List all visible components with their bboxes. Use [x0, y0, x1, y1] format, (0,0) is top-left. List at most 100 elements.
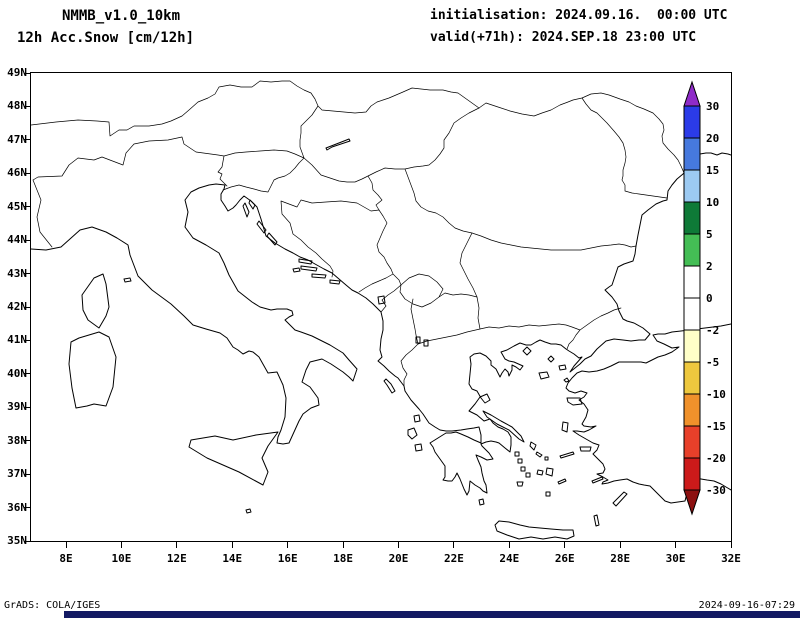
colorbar-tick-label: 0: [706, 292, 713, 305]
lat-label: 46N: [7, 166, 27, 180]
colorbar-arrow-bottom: [683, 489, 701, 516]
colorbar-segment: [683, 297, 701, 331]
coastline-europe: [31, 152, 731, 496]
colorbar-tick-label: 10: [706, 196, 719, 209]
map-svg: [31, 80, 731, 540]
colorbar-tick-label: -10: [706, 388, 726, 401]
colorbar-tick-label: -15: [706, 420, 726, 433]
lon-tick: [508, 542, 510, 548]
lon-tick: [730, 542, 732, 548]
island-sardinia: [68, 331, 117, 409]
colorbar-segment: [683, 169, 701, 203]
creation-timestamp: 2024-09-16-07:29: [698, 600, 795, 611]
bottom-navy-bar: [64, 611, 800, 618]
product-title: 12h Acc.Snow [cm/12h]: [17, 30, 195, 46]
lat-label: 48N: [7, 99, 27, 113]
lat-label: 42N: [7, 300, 27, 313]
colorbar-tick-label: -30: [706, 484, 726, 497]
island-euboea: [482, 410, 525, 443]
lat-label: 36N: [7, 500, 27, 514]
lon-label: 24E: [499, 552, 520, 565]
borders-group: [31, 80, 685, 387]
lat-tick: [24, 540, 30, 542]
lat-label: 43N: [7, 266, 27, 280]
colorbar-tick-label: -5: [706, 356, 719, 369]
colorbar-tick-label: 20: [706, 132, 719, 145]
borders-south-balkans: [400, 232, 637, 387]
lon-tick: [398, 542, 399, 548]
lon-tick: [342, 542, 344, 548]
lat-label: 35N: [7, 534, 27, 547]
lon-label: 26E: [554, 552, 575, 565]
lat-tick: [24, 239, 30, 241]
colorbar-segment: [683, 393, 701, 427]
island-corsica: [81, 273, 110, 329]
lat-tick: [24, 473, 30, 475]
islands-south-aegean: [478, 476, 628, 527]
coastline-anatolia: [565, 323, 731, 504]
lat-tick: [24, 273, 30, 275]
colorbar-segment: [683, 425, 701, 459]
colorbar-segment: [683, 361, 701, 395]
colorbar-segment: [683, 201, 701, 235]
colorbar-segment: [683, 457, 701, 491]
lat-tick: [24, 406, 30, 408]
colorbar-tick-label: 2: [706, 260, 713, 273]
borders-pannonia: [303, 107, 480, 234]
lon-label: 16E: [277, 552, 298, 565]
lon-tick: [675, 542, 677, 548]
island-crete: [494, 520, 575, 540]
lat-tick: [24, 507, 30, 509]
lat-label: 40N: [7, 366, 27, 380]
coastlines-group: [31, 152, 731, 504]
colorbar-segment: [683, 137, 701, 171]
lat-label: 45N: [7, 199, 27, 213]
lon-label: 20E: [388, 552, 409, 565]
borders-west-balkans: [280, 199, 478, 345]
islands-tyrrhenian: [123, 277, 252, 514]
grads-credit: GrADS: COLA/IGES: [4, 600, 101, 611]
lat-label: 47N: [7, 132, 27, 146]
lon-label: 14E: [222, 552, 243, 565]
lat-label: 44N: [7, 233, 27, 247]
lat-tick: [24, 172, 30, 174]
colorbar-segment: [683, 265, 701, 299]
lon-label: 30E: [665, 552, 686, 565]
lon-label: 32E: [721, 552, 741, 565]
colorbar-tick-label: -2: [706, 324, 719, 337]
valid-time-label: valid(+71h): 2024.SEP.18 23:00 UTC: [430, 30, 697, 45]
lat-tick: [24, 206, 30, 208]
lon-label: 12E: [166, 552, 187, 565]
lon-tick: [231, 542, 233, 548]
borders-east-chain: [478, 92, 685, 199]
lat-tick: [24, 339, 30, 341]
lon-tick: [120, 542, 122, 548]
lat-label: 37N: [7, 467, 27, 481]
lat-label: 38N: [7, 433, 27, 447]
lat-tick: [24, 72, 30, 74]
lat-tick: [24, 105, 30, 107]
islands-adriatic: [242, 199, 341, 285]
lon-label: 8E: [59, 552, 73, 565]
lon-tick: [619, 542, 621, 548]
lat-label: 39N: [7, 400, 27, 414]
lat-tick: [24, 373, 30, 375]
model-title: NMMB_v1.0_10km: [62, 8, 181, 24]
borders-north-chain: [31, 80, 480, 137]
colorbar-segment: [683, 105, 701, 139]
islands-ionian: [383, 378, 423, 452]
map-frame: 49N 48N 47N 46N 45N 44N 43N 42N 41N 40N 39N 38N 37N 3…: [7, 67, 741, 566]
lakes: [325, 138, 429, 347]
colorbar-tick-label: 5: [706, 228, 713, 241]
lon-tick: [65, 542, 67, 548]
lon-label: 10E: [111, 552, 132, 565]
lat-tick: [24, 139, 30, 141]
lon-label: 18E: [333, 552, 354, 565]
colorbar-tick-label: 30: [706, 100, 719, 113]
lat-tick: [24, 440, 30, 442]
colorbar-tick-label: -20: [706, 452, 726, 465]
lon-tick: [564, 542, 566, 548]
lon-label: 28E: [610, 552, 631, 565]
lon-tick: [287, 542, 289, 548]
